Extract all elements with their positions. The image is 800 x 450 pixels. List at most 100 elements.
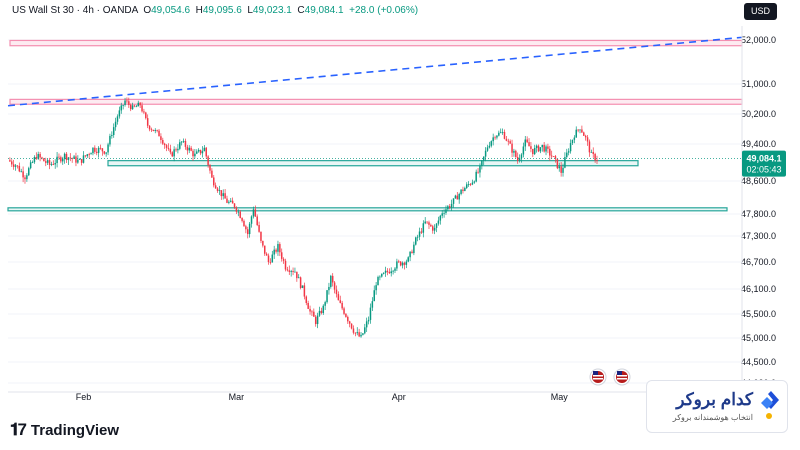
candle	[24, 175, 26, 184]
candle-body	[180, 141, 183, 143]
candle-body	[171, 152, 173, 157]
candle-body	[420, 231, 423, 233]
candle-body	[275, 249, 277, 252]
candle	[22, 166, 24, 183]
candle-body	[386, 270, 389, 272]
candle	[535, 144, 538, 153]
candle	[133, 104, 136, 108]
candle	[552, 155, 555, 157]
candle	[486, 144, 489, 152]
candle	[377, 275, 379, 286]
candle	[316, 312, 319, 329]
candle	[452, 198, 455, 208]
candle	[12, 159, 15, 170]
candle	[152, 129, 155, 132]
candle-body	[399, 261, 402, 266]
candle	[549, 145, 551, 161]
candle-body	[54, 163, 56, 165]
candle-body	[271, 254, 274, 263]
candle-body	[199, 149, 202, 154]
candle	[441, 210, 443, 219]
candle	[107, 142, 109, 156]
candle	[581, 125, 583, 134]
trend-line[interactable]	[7, 36, 743, 107]
candle	[501, 128, 504, 135]
candle	[450, 199, 453, 211]
candle	[143, 108, 145, 115]
candle	[245, 224, 247, 234]
candle	[371, 297, 374, 311]
candle	[471, 179, 474, 186]
change-value: +28.0 (+0.06%)	[349, 5, 419, 16]
candle	[545, 144, 547, 156]
candle	[326, 290, 328, 304]
candle-body	[214, 185, 217, 189]
currency-button[interactable]: USD	[744, 3, 777, 20]
candle	[313, 308, 315, 317]
time-tick-label: May	[551, 392, 569, 402]
candle	[205, 146, 207, 159]
candle	[154, 128, 157, 134]
candle-body	[154, 130, 157, 131]
candle-body	[392, 270, 394, 272]
candle	[484, 147, 487, 162]
candle-body	[516, 157, 519, 161]
candle	[233, 202, 236, 209]
candle-body	[452, 198, 455, 204]
candle	[14, 164, 17, 171]
candle	[288, 265, 291, 275]
candle-body	[41, 157, 43, 159]
candle	[430, 223, 432, 228]
candle	[516, 152, 519, 164]
candle-body	[571, 139, 574, 144]
event-icon-stripe	[593, 375, 603, 377]
candle	[31, 160, 34, 164]
candle	[433, 224, 436, 235]
candle	[350, 323, 353, 330]
candle	[413, 241, 415, 256]
candle	[528, 138, 530, 147]
candle	[358, 328, 360, 338]
candle-body	[333, 282, 336, 290]
candle-body	[158, 130, 160, 137]
price-tick-label: 45,500.0	[741, 309, 776, 319]
candle-body	[224, 193, 226, 199]
candle	[392, 269, 394, 275]
candle-body	[471, 182, 474, 185]
candle	[60, 155, 62, 164]
candle	[454, 194, 457, 199]
candle	[211, 168, 213, 178]
candle	[464, 186, 466, 192]
price-tick-label: 45,000.0	[741, 333, 776, 343]
candle	[46, 158, 49, 166]
candle-body	[11, 161, 13, 165]
candle-body	[482, 156, 485, 161]
candle	[78, 158, 81, 160]
candle	[507, 138, 510, 146]
candle-body	[441, 213, 443, 216]
candle-body	[313, 311, 315, 317]
candle	[590, 149, 593, 153]
candle-body	[135, 106, 138, 108]
candle	[550, 150, 553, 160]
candle-body	[426, 221, 428, 223]
us-flag-event-icon[interactable]	[613, 368, 631, 386]
candle	[362, 332, 364, 336]
candle-body	[260, 231, 262, 241]
candle-body	[190, 147, 192, 151]
candle-body	[226, 198, 228, 203]
candle-body	[486, 147, 489, 151]
time-tick-label: Apr	[392, 392, 406, 402]
candle	[488, 141, 491, 149]
us-flag-event-icon[interactable]	[589, 368, 607, 386]
candle	[458, 192, 460, 204]
candle-body	[280, 252, 283, 259]
candle-body	[39, 154, 41, 158]
candle	[103, 150, 106, 155]
candle-body	[186, 146, 189, 151]
tradingview-logo: 𝟏7 TradingView	[10, 420, 119, 440]
candle	[479, 163, 481, 178]
candle	[341, 300, 343, 311]
candle	[586, 134, 589, 146]
